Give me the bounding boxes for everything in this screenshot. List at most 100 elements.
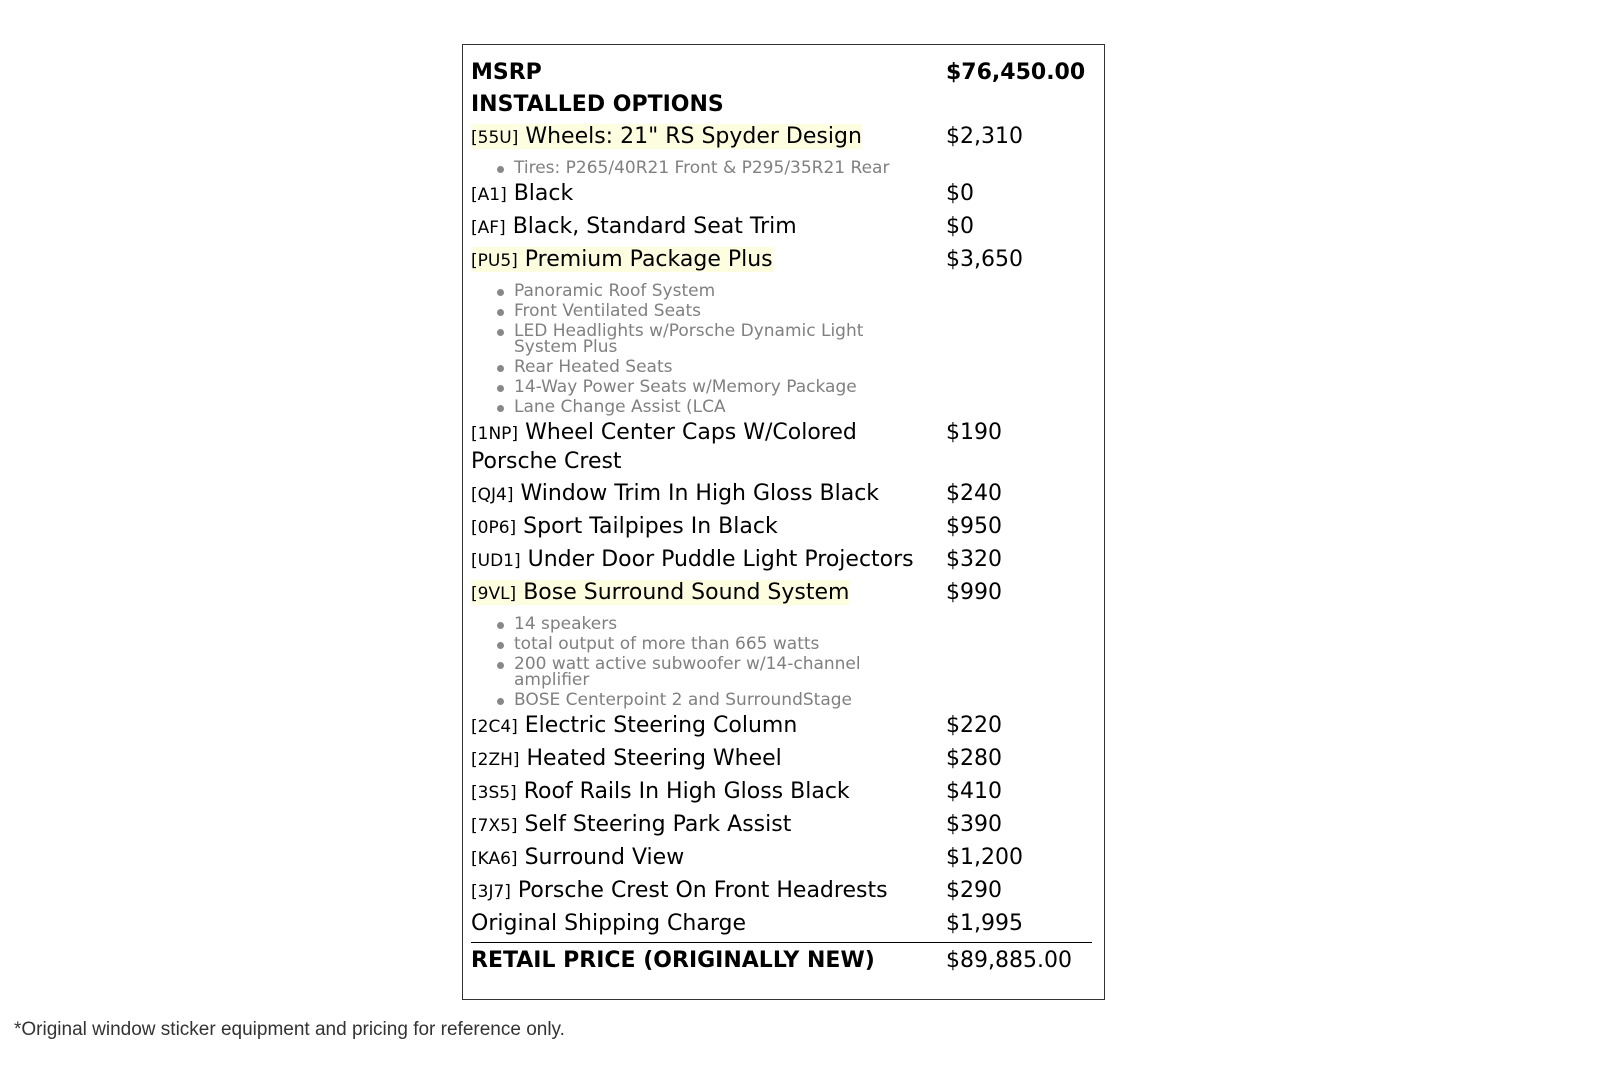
option-row: [7X5] Self Steering Park Assist $390 bbox=[471, 809, 1092, 842]
option-code: [AF] bbox=[471, 218, 506, 238]
option-name: [KA6] Surround View bbox=[471, 844, 946, 873]
retail-label: RETAIL PRICE (ORIGINALLY NEW) bbox=[471, 948, 875, 973]
option-code: [PU5] bbox=[471, 251, 518, 271]
option-name: [2C4] Electric Steering Column bbox=[471, 712, 946, 741]
option-label: [3S5] Roof Rails In High Gloss Black bbox=[471, 779, 850, 804]
option-label: [1NP] Wheel Center Caps W/Colored Porsch… bbox=[471, 420, 857, 474]
option-name: [A1] Black bbox=[471, 180, 946, 209]
option-code: [3S5] bbox=[471, 783, 517, 803]
feature-item: LED Headlights w/Porsche Dynamic Light S… bbox=[497, 321, 927, 357]
feature-item: Panoramic Roof System bbox=[497, 281, 927, 301]
option-title: Black bbox=[513, 181, 574, 206]
feature-item: total output of more than 665 watts bbox=[497, 634, 927, 654]
feature-item: 14-Way Power Seats w/Memory Package bbox=[497, 377, 927, 397]
footnote: *Original window sticker equipment and p… bbox=[14, 1019, 565, 1040]
option-row: [KA6] Surround View $1,200 bbox=[471, 842, 1092, 875]
option-name: [7X5] Self Steering Park Assist bbox=[471, 811, 946, 840]
option-name: [9VL] Bose Surround Sound System bbox=[471, 579, 946, 608]
option-code: [QJ4] bbox=[471, 485, 514, 505]
option-code: [3J7] bbox=[471, 882, 511, 902]
option-label: [3J7] Porsche Crest On Front Headrests bbox=[471, 878, 888, 903]
option-price: $280 bbox=[946, 746, 1002, 771]
option-price: $410 bbox=[946, 779, 1002, 804]
option-row: [3S5] Roof Rails In High Gloss Black $410 bbox=[471, 776, 1092, 809]
option-title: Bose Surround Sound System bbox=[523, 580, 850, 605]
retail-row: RETAIL PRICE (ORIGINALLY NEW) $89,885.00 bbox=[471, 945, 1092, 977]
option-title: Premium Package Plus bbox=[524, 247, 773, 272]
option-code: [55U] bbox=[471, 128, 519, 148]
option-title: Wheels: 21" RS Spyder Design bbox=[525, 124, 862, 149]
option-name: [3S5] Roof Rails In High Gloss Black bbox=[471, 778, 946, 807]
option-price: $240 bbox=[946, 481, 1002, 506]
option-features: 14 speakers total output of more than 665… bbox=[471, 614, 927, 710]
option-label: [A1] Black bbox=[471, 181, 573, 206]
shipping-row: Original Shipping Charge $1,995 bbox=[471, 908, 1092, 940]
feature-item: BOSE Centerpoint 2 and SurroundStage bbox=[497, 690, 927, 710]
options-list: [55U] Wheels: 21" RS Spyder Design $2,310… bbox=[471, 121, 1092, 908]
feature-item: Lane Change Assist (LCA bbox=[497, 397, 927, 417]
window-sticker: MSRP $76,450.00 INSTALLED OPTIONS [55U] … bbox=[462, 44, 1105, 1000]
option-name: [QJ4] Window Trim In High Gloss Black bbox=[471, 480, 946, 509]
option-features: Panoramic Roof System Front Ventilated Se… bbox=[471, 281, 927, 417]
option-name: [1NP] Wheel Center Caps W/Colored Porsch… bbox=[471, 419, 946, 476]
feature-item: 200 watt active subwoofer w/14-channel a… bbox=[497, 654, 927, 690]
option-name: [AF] Black, Standard Seat Trim bbox=[471, 213, 946, 242]
option-price: $3,650 bbox=[946, 247, 1023, 272]
option-name: [UD1] Under Door Puddle Light Projectors bbox=[471, 546, 946, 575]
option-name: [2ZH] Heated Steering Wheel bbox=[471, 745, 946, 774]
option-row: [1NP] Wheel Center Caps W/Colored Porsch… bbox=[471, 417, 1092, 478]
option-row: [A1] Black $0 bbox=[471, 178, 1092, 211]
shipping-value: $1,995 bbox=[946, 911, 1023, 936]
option-price: $950 bbox=[946, 514, 1002, 539]
option-price: $2,310 bbox=[946, 124, 1023, 149]
option-row: [2C4] Electric Steering Column $220 bbox=[471, 710, 1092, 743]
option-title: Wheel Center Caps W/Colored Porsche Cres… bbox=[471, 420, 857, 474]
option-name: [3J7] Porsche Crest On Front Headrests bbox=[471, 877, 946, 906]
option-title: Self Steering Park Assist bbox=[524, 812, 792, 837]
option-row: [2ZH] Heated Steering Wheel $280 bbox=[471, 743, 1092, 776]
retail-value: $89,885.00 bbox=[946, 948, 1072, 973]
option-row: [9VL] Bose Surround Sound System $990 bbox=[471, 577, 1092, 610]
shipping-label: Original Shipping Charge bbox=[471, 911, 746, 936]
msrp-value: $76,450.00 bbox=[946, 60, 1086, 85]
option-name: [55U] Wheels: 21" RS Spyder Design bbox=[471, 123, 946, 152]
option-code: [KA6] bbox=[471, 849, 518, 869]
option-label: [2C4] Electric Steering Column bbox=[471, 713, 797, 738]
option-row: [AF] Black, Standard Seat Trim $0 bbox=[471, 211, 1092, 244]
option-title: Roof Rails In High Gloss Black bbox=[523, 779, 850, 804]
feature-item: Front Ventilated Seats bbox=[497, 301, 927, 321]
option-label: [KA6] Surround View bbox=[471, 845, 684, 870]
option-price: $990 bbox=[946, 580, 1002, 605]
option-title: Window Trim In High Gloss Black bbox=[520, 481, 880, 506]
option-code: [2ZH] bbox=[471, 750, 520, 770]
option-price: $1,200 bbox=[946, 845, 1023, 870]
option-label: [55U] Wheels: 21" RS Spyder Design bbox=[471, 124, 862, 149]
option-title: Heated Steering Wheel bbox=[526, 746, 782, 771]
feature-item: Rear Heated Seats bbox=[497, 357, 927, 377]
option-label: [7X5] Self Steering Park Assist bbox=[471, 812, 791, 837]
option-row: [55U] Wheels: 21" RS Spyder Design $2,310 bbox=[471, 121, 1092, 154]
msrp-row: MSRP $76,450.00 bbox=[471, 57, 1092, 89]
option-code: [7X5] bbox=[471, 816, 518, 836]
option-row: [PU5] Premium Package Plus $3,650 bbox=[471, 244, 1092, 277]
divider bbox=[471, 942, 1092, 943]
feature-item: 14 speakers bbox=[497, 614, 927, 634]
option-code: [2C4] bbox=[471, 717, 518, 737]
option-code: [1NP] bbox=[471, 424, 519, 444]
option-code: [9VL] bbox=[471, 584, 517, 604]
option-name: [PU5] Premium Package Plus bbox=[471, 246, 946, 275]
option-price: $190 bbox=[946, 420, 1002, 445]
option-label: [0P6] Sport Tailpipes In Black bbox=[471, 514, 778, 539]
option-price: $320 bbox=[946, 547, 1002, 572]
option-title: Sport Tailpipes In Black bbox=[523, 514, 778, 539]
option-label: [PU5] Premium Package Plus bbox=[471, 247, 773, 272]
option-name: [0P6] Sport Tailpipes In Black bbox=[471, 513, 946, 542]
option-label: [9VL] Bose Surround Sound System bbox=[471, 580, 850, 605]
option-title: Under Door Puddle Light Projectors bbox=[527, 547, 914, 572]
option-price: $0 bbox=[946, 214, 974, 239]
option-price: $220 bbox=[946, 713, 1002, 738]
option-row: [3J7] Porsche Crest On Front Headrests $2… bbox=[471, 875, 1092, 908]
feature-item: Tires: P265/40R21 Front & P295/35R21 Rea… bbox=[497, 158, 927, 178]
option-price: $390 bbox=[946, 812, 1002, 837]
option-code: [0P6] bbox=[471, 518, 517, 538]
